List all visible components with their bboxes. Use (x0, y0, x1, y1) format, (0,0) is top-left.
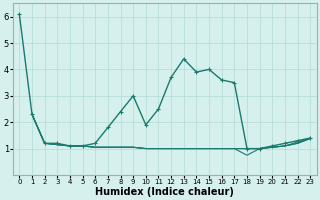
X-axis label: Humidex (Indice chaleur): Humidex (Indice chaleur) (95, 187, 234, 197)
